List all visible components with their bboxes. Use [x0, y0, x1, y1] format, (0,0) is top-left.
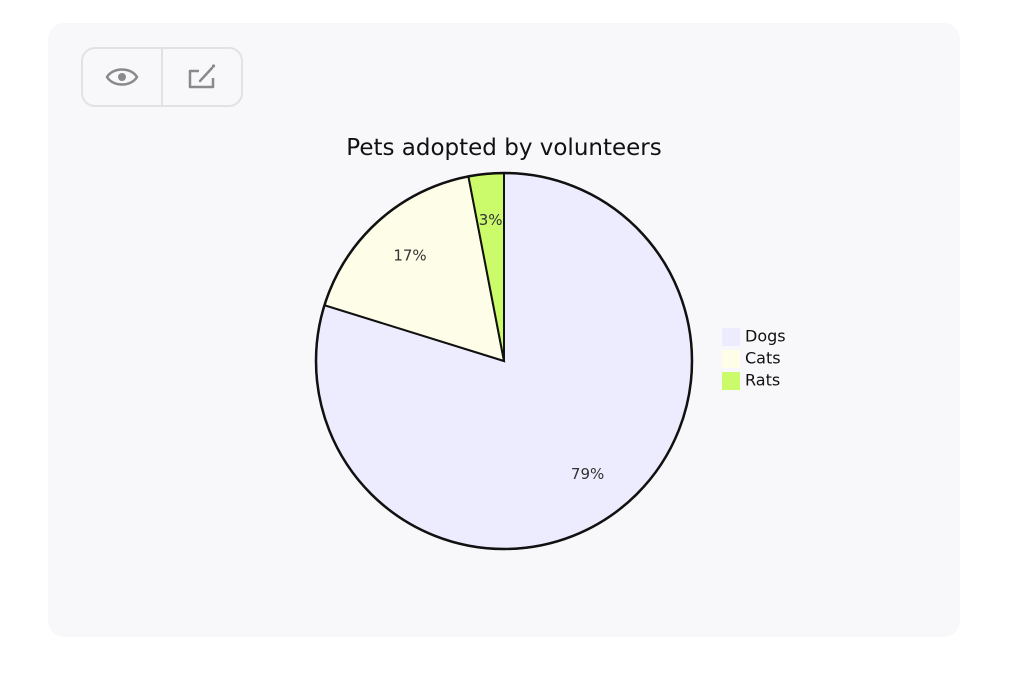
legend-swatch-dogs	[722, 328, 740, 346]
legend-swatch-rats	[722, 372, 740, 390]
edit-button[interactable]	[161, 49, 241, 105]
legend-swatch-cats	[722, 350, 740, 368]
edit-icon	[188, 64, 216, 89]
legend-label-rats: Rats	[745, 371, 780, 390]
slice-label-dogs: 79%	[571, 465, 604, 483]
eye-icon	[105, 68, 139, 86]
view-button[interactable]	[83, 49, 161, 105]
slice-label-rats: 3%	[479, 211, 503, 229]
pie-chart: 79% 17% 3% Dogs Cats Rats	[314, 171, 786, 551]
legend-label-dogs: Dogs	[745, 327, 786, 346]
pie-outline	[314, 171, 694, 551]
chart-title: Pets adopted by volunteers	[346, 135, 662, 161]
slice-label-cats: 17%	[393, 246, 426, 264]
legend-label-cats: Cats	[745, 349, 781, 368]
view-mode-toolbar	[81, 47, 243, 107]
chart-card: Pets adopted by volunteers 79% 17% 3% Dogs…	[48, 23, 960, 637]
